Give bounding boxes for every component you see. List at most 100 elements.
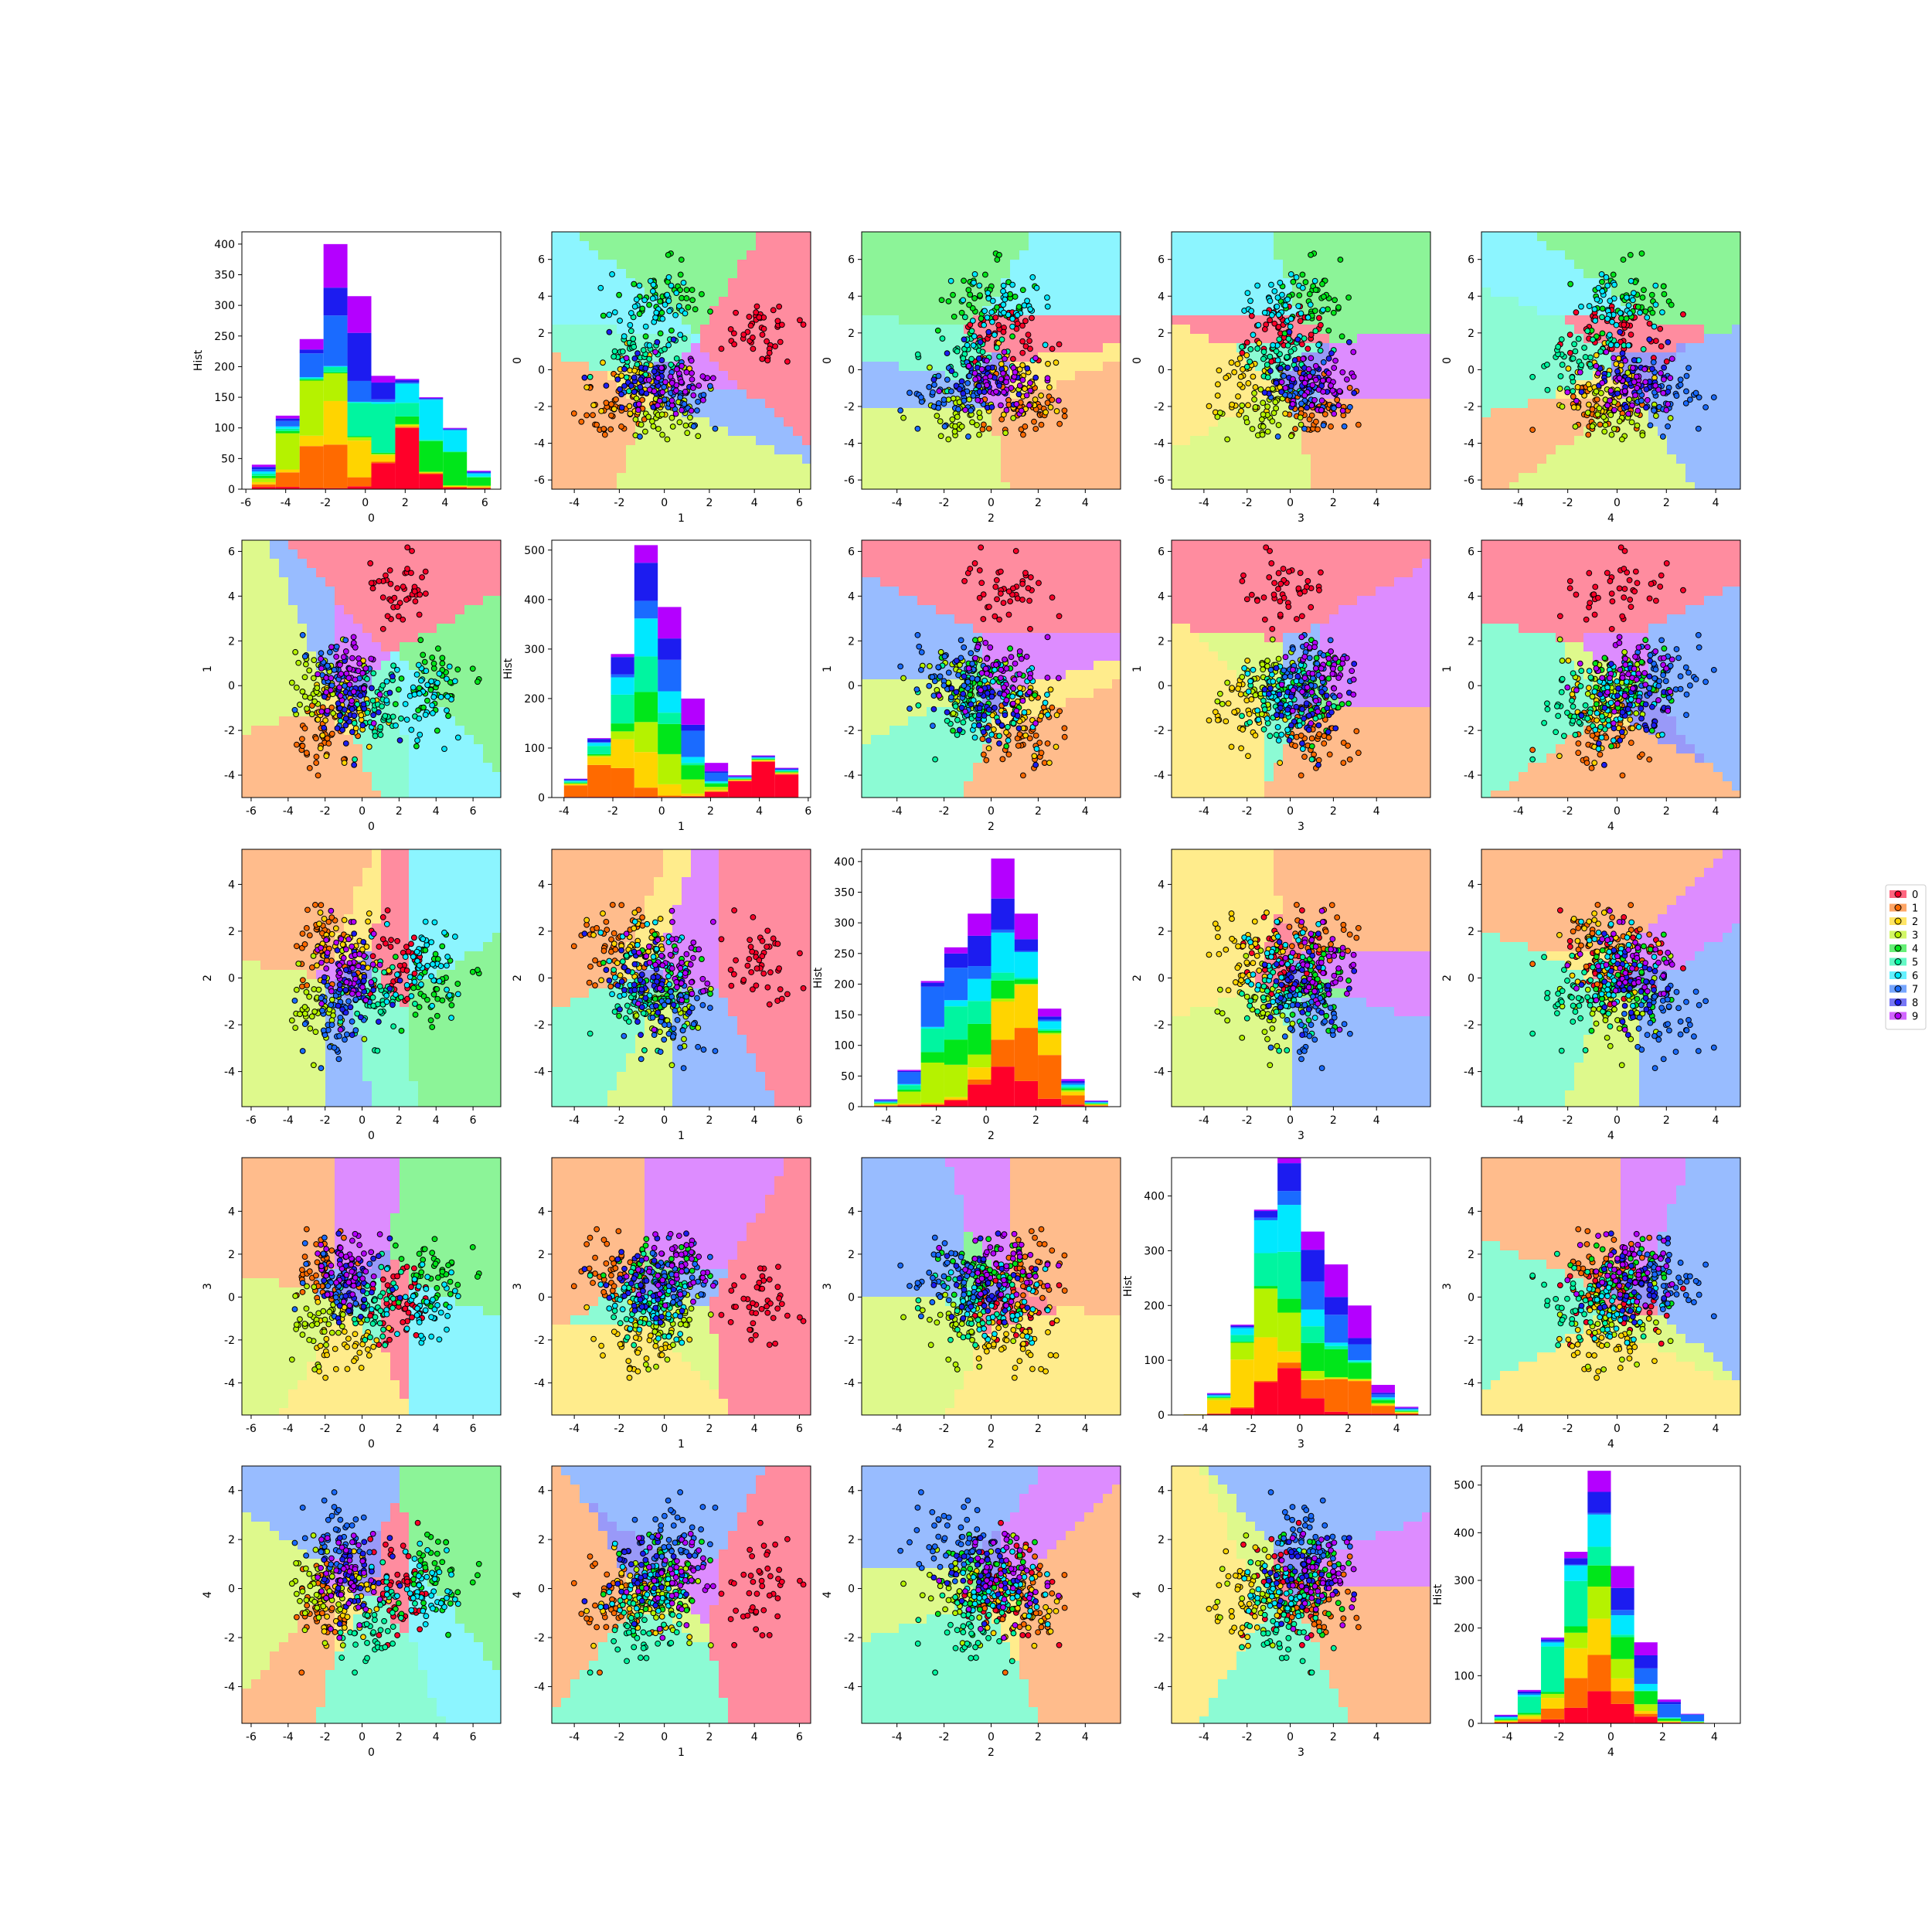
region-cell [1593, 260, 1603, 270]
region-cell [1385, 241, 1395, 251]
region-cell [598, 389, 608, 400]
region-cell [1695, 334, 1705, 344]
region-cell [784, 315, 794, 325]
region-cell [747, 232, 757, 242]
region-cell [774, 436, 784, 446]
region-cell [663, 260, 673, 270]
region-cell [927, 454, 937, 464]
region-cell [691, 343, 701, 353]
region-cell [1181, 297, 1191, 307]
region-cell [1556, 482, 1566, 489]
region-cell [756, 380, 766, 390]
region-cell [793, 408, 803, 418]
point-class9 [667, 373, 674, 380]
point-class5 [998, 336, 1005, 343]
region-cell [1528, 297, 1538, 307]
region-cell [1385, 464, 1395, 474]
point-class9 [679, 362, 685, 369]
region-cell [1227, 232, 1237, 242]
region-cell [1546, 371, 1556, 381]
point-class9 [971, 369, 978, 376]
region-cell [589, 269, 599, 279]
region-cell [1376, 287, 1386, 298]
point-class0 [1025, 332, 1032, 338]
region-cell [1010, 260, 1020, 270]
region-cell [1172, 343, 1182, 353]
point-class3 [1572, 423, 1579, 430]
region-cell [691, 232, 701, 242]
point-class3 [1597, 389, 1604, 396]
region-cell [737, 352, 747, 362]
region-cell [1519, 306, 1529, 316]
region-cell [654, 482, 664, 489]
region-cell [1181, 343, 1191, 353]
point-class3 [976, 431, 982, 438]
region-cell [1292, 445, 1302, 455]
point-class0 [1248, 312, 1255, 319]
region-cell [1565, 473, 1575, 483]
region-cell [1227, 325, 1237, 335]
point-class6 [641, 297, 648, 304]
point-class4 [1567, 281, 1574, 287]
point-class3 [945, 436, 952, 443]
region-cell [784, 250, 794, 260]
region-cell [570, 482, 580, 489]
point-class8 [618, 391, 625, 398]
region-cell [747, 454, 757, 464]
point-class6 [985, 290, 992, 297]
point-class9 [668, 397, 675, 404]
point-class3 [1594, 411, 1601, 418]
region-cell [1500, 352, 1510, 362]
region-cell [1422, 343, 1430, 353]
region-cell [1112, 454, 1121, 464]
region-cell [765, 287, 775, 298]
region-cell [1704, 427, 1714, 437]
point-class7 [941, 423, 948, 430]
region-cell [1509, 464, 1519, 474]
hist-bar-class8 [299, 349, 324, 354]
point-class8 [981, 389, 988, 396]
point-class5 [939, 335, 946, 342]
region-cell [691, 269, 701, 279]
region-cell [1084, 482, 1094, 489]
point-class9 [1308, 402, 1315, 409]
point-class4 [1290, 278, 1297, 285]
region-cell [1704, 306, 1714, 316]
region-cell [945, 306, 955, 316]
region-cell [617, 232, 627, 242]
region-cell [1565, 445, 1575, 455]
region-cell [1491, 399, 1501, 409]
hist-bar-class9 [299, 338, 324, 350]
point-class2 [627, 410, 634, 417]
hist-bar-class1 [251, 484, 276, 488]
region-cell [1394, 260, 1404, 270]
region-cell [719, 306, 729, 316]
point-class8 [643, 390, 650, 397]
region-cell [561, 427, 571, 437]
region-cell [1704, 250, 1714, 260]
region-cell [552, 362, 562, 372]
point-class8 [975, 355, 982, 362]
region-cell [1639, 417, 1649, 427]
region-cell [691, 315, 701, 325]
region-cell [1112, 325, 1121, 335]
region-cell [1357, 380, 1367, 390]
region-cell [774, 362, 784, 372]
region-cell [1038, 315, 1048, 325]
point-class4 [1337, 257, 1344, 263]
point-class1 [1529, 427, 1536, 434]
point-class5 [681, 335, 688, 342]
region-cell [1556, 427, 1566, 437]
region-cell [1519, 445, 1529, 455]
region-cell [1481, 278, 1492, 288]
region-cell [1528, 389, 1538, 400]
region-cell [1218, 278, 1228, 288]
region-cell [1583, 464, 1594, 474]
region-cell [954, 482, 964, 489]
region-cell [1713, 241, 1723, 251]
point-class2 [1243, 352, 1250, 359]
region-cell [1338, 454, 1349, 464]
point-class9 [678, 379, 685, 386]
region-cell [765, 371, 775, 381]
region-cell [1685, 417, 1696, 427]
